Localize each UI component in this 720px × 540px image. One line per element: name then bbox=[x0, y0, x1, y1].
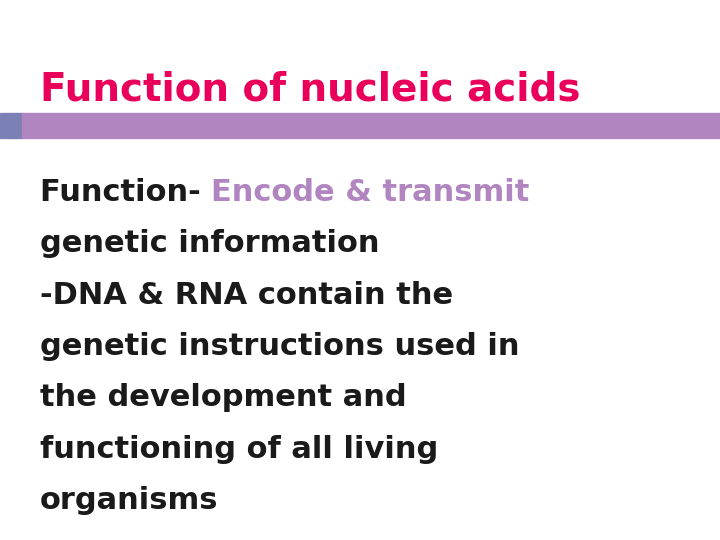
Text: functioning of all living: functioning of all living bbox=[40, 435, 438, 464]
Text: -DNA & RNA contain the: -DNA & RNA contain the bbox=[40, 281, 453, 310]
Text: Function of nucleic acids: Function of nucleic acids bbox=[40, 70, 580, 108]
Text: genetic instructions used in: genetic instructions used in bbox=[40, 332, 519, 361]
Text: organisms: organisms bbox=[40, 486, 218, 515]
Text: genetic information: genetic information bbox=[40, 230, 379, 259]
Text: the development and: the development and bbox=[40, 383, 406, 413]
Text: Encode & transmit: Encode & transmit bbox=[211, 178, 529, 207]
Text: Function-: Function- bbox=[40, 178, 211, 207]
